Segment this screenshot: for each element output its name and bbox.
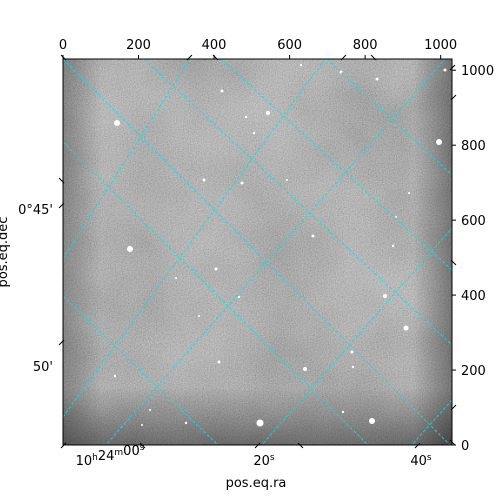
star: [184, 421, 188, 425]
x-pixel-tick-label: 400: [202, 38, 227, 53]
star: [240, 181, 244, 185]
world-tick: [297, 442, 304, 449]
dec-tick-label: 50': [33, 360, 53, 375]
star: [266, 111, 270, 115]
world-tick: [60, 54, 67, 61]
star: [391, 244, 395, 248]
star: [220, 89, 224, 93]
world-axis-ticks: 10h24m00s 20s 40s 0°45' 50': [18, 54, 457, 469]
world-tick: [449, 64, 456, 71]
star: [299, 63, 303, 67]
star: [395, 216, 397, 218]
world-tick: [254, 442, 261, 449]
star-field: [113, 63, 447, 427]
star: [114, 120, 120, 126]
world-tick: [340, 54, 347, 61]
star: [252, 131, 256, 135]
star: [256, 419, 264, 427]
dec-tick-label: 0°45': [18, 203, 53, 218]
grid-line: [326, 59, 452, 176]
ra-tick-label: 10h24m00s: [76, 443, 145, 469]
star: [237, 295, 241, 299]
world-tick: [450, 404, 457, 411]
star: [217, 360, 221, 364]
star: [286, 179, 288, 181]
grid-line: [63, 295, 219, 445]
world-tick: [58, 177, 65, 184]
grid-line: [261, 227, 452, 445]
x-pixel-tick-label: 600: [277, 38, 302, 53]
world-tick: [58, 202, 65, 209]
x-pixel-tick-label: 800: [353, 38, 378, 53]
star: [141, 424, 143, 426]
grid-line: [143, 59, 452, 346]
sky-image: [63, 59, 452, 445]
star: [341, 410, 345, 414]
star: [351, 365, 355, 369]
world-tick: [186, 54, 193, 61]
star: [127, 246, 133, 252]
ra-tick-label: 40s: [410, 453, 432, 469]
y-pixel-tick-label: 1000: [461, 64, 494, 79]
star: [443, 68, 447, 72]
star: [436, 139, 442, 145]
grid-line: [411, 399, 452, 445]
world-tick: [449, 439, 456, 446]
world-tick: [450, 259, 457, 266]
world-tick: [450, 94, 457, 101]
star: [113, 374, 117, 378]
x-pixel-tick-label: 0: [59, 38, 67, 53]
grid-line: [220, 59, 452, 271]
y-pixel-tick-label: 400: [461, 289, 486, 304]
x-pixel-tick-label: 200: [126, 38, 151, 53]
x-axis-label: pos.eq.ra: [226, 476, 287, 491]
star: [175, 277, 177, 279]
star: [369, 418, 375, 424]
grid-line: [105, 59, 446, 445]
x-pixel-tick-label: 1000: [424, 38, 457, 53]
grid-line: [63, 59, 191, 260]
world-tick: [60, 442, 67, 449]
star: [198, 315, 200, 317]
world-tick: [58, 339, 65, 346]
y-pixel-tick-label: 600: [461, 214, 486, 229]
world-tick: [139, 442, 146, 449]
star: [303, 367, 307, 371]
world-tick: [212, 54, 219, 61]
coordinate-grid: [63, 59, 452, 445]
star: [214, 267, 218, 271]
grid-line: [63, 59, 326, 418]
world-tick: [414, 442, 421, 449]
star: [311, 234, 315, 238]
pixel-axis-ticks: 0 200 400 600 800 1000 0 200 400 600 800 1000: [59, 38, 494, 454]
grid-line: [63, 141, 369, 445]
ra-tick-label: 20s: [253, 453, 275, 469]
y-pixel-tick-label: 800: [461, 139, 486, 154]
star: [403, 325, 409, 331]
y-axis-label: pos.eq.dec: [0, 217, 11, 288]
star: [375, 77, 379, 81]
grid-line: [63, 59, 451, 445]
star: [408, 192, 410, 194]
star: [383, 294, 387, 298]
star: [244, 115, 248, 119]
y-pixel-tick-label: 0: [461, 439, 469, 454]
star: [149, 409, 151, 411]
y-pixel-tick-label: 200: [461, 364, 486, 379]
world-tick: [370, 54, 377, 61]
star: [202, 178, 206, 182]
star: [350, 350, 354, 354]
